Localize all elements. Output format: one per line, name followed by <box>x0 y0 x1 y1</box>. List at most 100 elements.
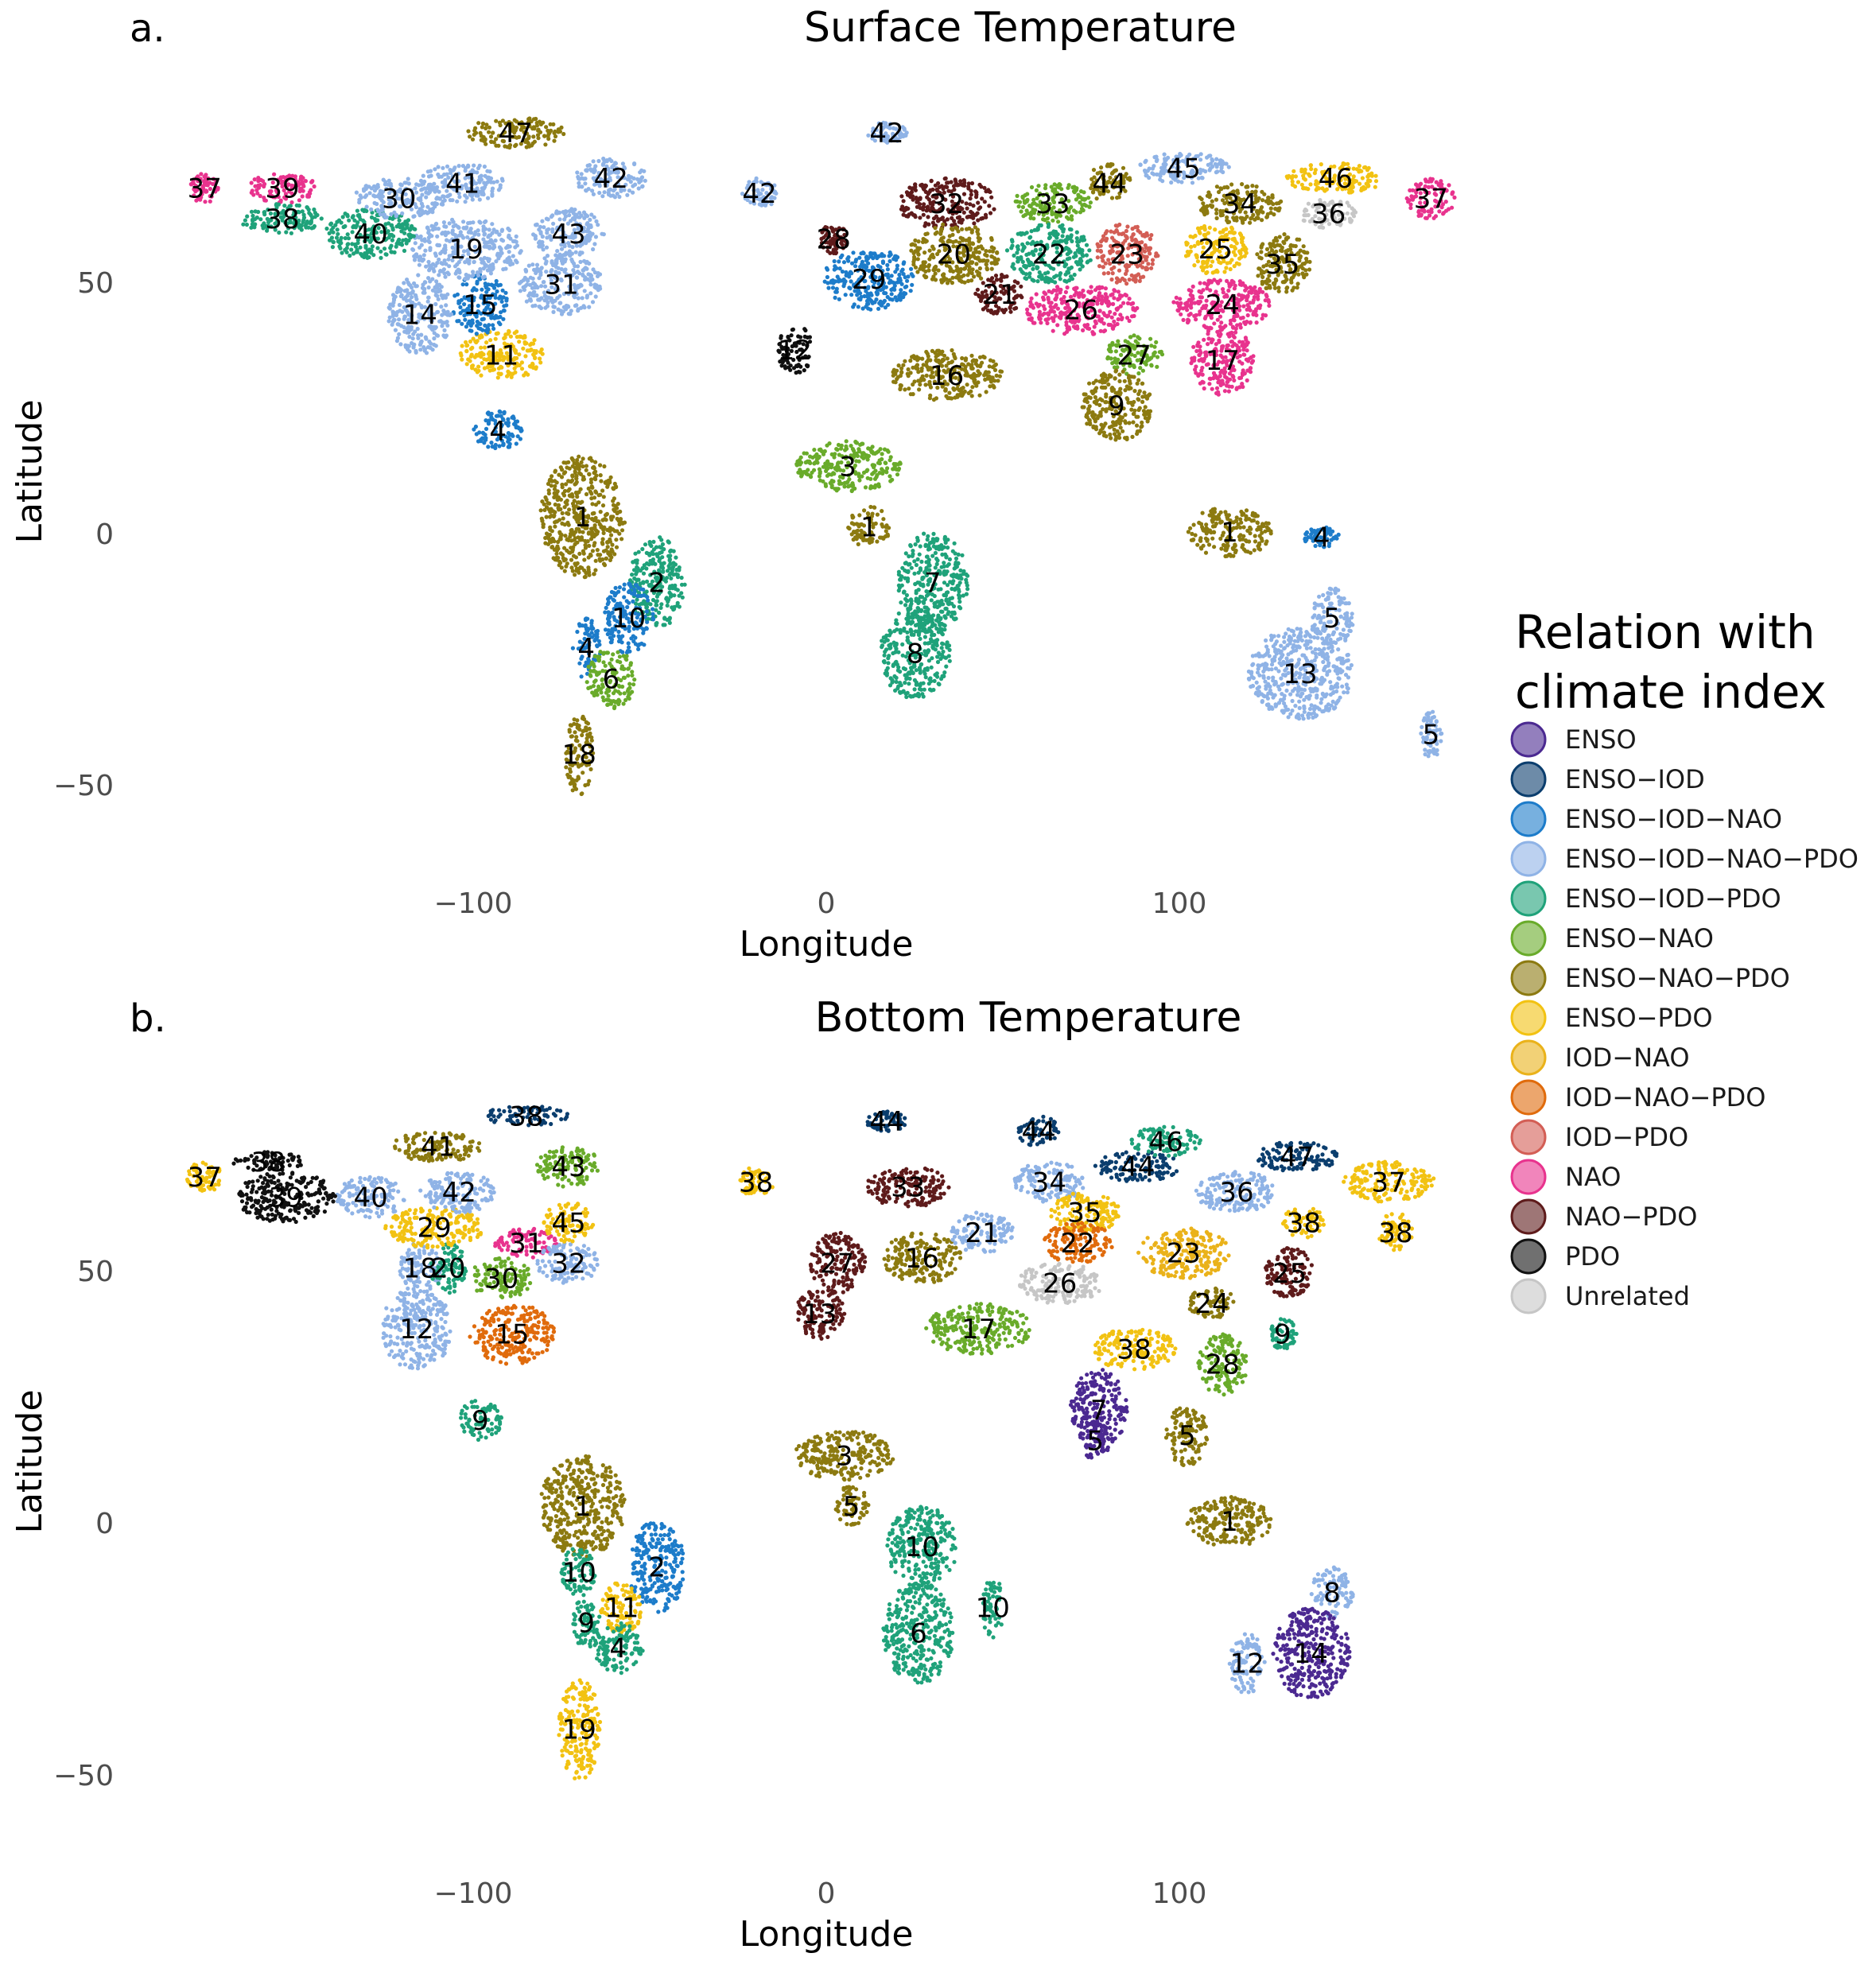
scatter-point <box>887 281 891 285</box>
scatter-point <box>444 303 449 308</box>
scatter-point <box>336 218 342 223</box>
scatter-point <box>525 278 530 282</box>
scatter-point <box>620 528 625 533</box>
scatter-point <box>522 373 526 378</box>
scatter-point <box>491 130 495 135</box>
scatter-point <box>360 208 365 212</box>
scatter-point <box>911 632 916 637</box>
scatter-point <box>458 305 463 309</box>
scatter-point <box>808 454 813 459</box>
scatter-point <box>928 614 934 619</box>
scatter-point <box>558 537 563 542</box>
scatter-point <box>507 445 512 449</box>
scatter-point <box>389 223 394 227</box>
scatter-point <box>534 293 539 298</box>
scatter-point <box>515 434 520 439</box>
scatter-point <box>557 518 562 522</box>
scatter-point <box>355 208 359 213</box>
scatter-point <box>420 187 425 192</box>
scatter-point <box>903 596 908 601</box>
scatter-point <box>389 243 394 248</box>
scatter-point <box>812 448 817 452</box>
scatter-point <box>593 558 598 563</box>
scatter-point <box>908 627 913 632</box>
scatter-point <box>595 628 600 634</box>
scatter-point <box>299 174 304 179</box>
scatter-point <box>608 552 613 557</box>
scatter-point <box>582 266 587 271</box>
scatter-point <box>593 235 599 239</box>
scatter-point <box>903 133 908 138</box>
scatter-point <box>954 556 959 561</box>
scatter-point <box>926 681 931 686</box>
scatter-point <box>880 254 884 258</box>
scatter-point <box>641 580 646 585</box>
scatter-point <box>533 282 538 287</box>
scatter-point <box>868 448 873 452</box>
scatter-point <box>581 464 585 469</box>
scatter-point <box>430 227 436 232</box>
scatter-point <box>570 569 575 573</box>
scatter-point <box>569 734 573 739</box>
scatter-point <box>406 177 410 181</box>
scatter-point <box>521 278 526 282</box>
scatter-point <box>540 219 545 223</box>
scatter-point <box>455 199 460 204</box>
scatter-point <box>402 248 407 253</box>
scatter-point <box>249 209 254 214</box>
scatter-point <box>437 196 442 201</box>
scatter-point <box>430 277 435 282</box>
scatter-point <box>546 481 551 487</box>
scatter-point <box>888 258 892 264</box>
scatter-point <box>581 177 586 181</box>
scatter-point <box>600 537 605 542</box>
scatter-point <box>570 646 576 650</box>
scatter-point <box>829 464 833 468</box>
scatter-point <box>626 641 631 646</box>
scatter-point <box>896 588 901 593</box>
scatter-point <box>643 178 647 183</box>
scatter-point <box>545 235 550 240</box>
scatter-point <box>476 121 481 126</box>
scatter-point <box>570 501 576 506</box>
scatter-point <box>487 169 492 174</box>
scatter-point <box>361 187 367 192</box>
scatter-point <box>533 234 538 239</box>
scatter-point <box>588 282 593 287</box>
scatter-point <box>561 516 565 521</box>
scatter-point <box>899 577 903 582</box>
scatter-point <box>546 542 551 546</box>
scatter-point <box>456 275 461 280</box>
scatter-point <box>898 291 903 296</box>
scatter-point <box>965 587 970 592</box>
scatter-point <box>852 530 856 534</box>
scatter-point <box>961 572 965 577</box>
scatter-point <box>885 666 890 670</box>
scatter-point <box>590 300 596 305</box>
scatter-point <box>580 184 585 189</box>
scatter-point <box>553 483 557 488</box>
scatter-point <box>639 593 644 598</box>
scatter-point <box>487 227 491 232</box>
scatter-point <box>903 603 908 608</box>
scatter-point <box>635 569 639 574</box>
scatter-point <box>514 234 519 239</box>
scatter-point <box>477 430 482 435</box>
scatter-point <box>595 693 600 697</box>
scatter-point <box>586 733 591 738</box>
scatter-point <box>667 617 672 622</box>
scatter-point <box>367 191 372 196</box>
scatter-point <box>584 468 588 472</box>
scatter-point <box>523 269 529 274</box>
scatter-point <box>393 328 398 332</box>
scatter-point <box>662 616 667 621</box>
scatter-point <box>507 250 511 254</box>
scatter-point <box>300 180 305 184</box>
scatter-point <box>896 583 901 588</box>
scatter-point <box>904 592 909 598</box>
scatter-point <box>855 522 860 526</box>
scatter-point <box>630 689 635 694</box>
scatter-point <box>536 297 541 302</box>
scatter-point <box>538 122 544 126</box>
scatter-point <box>487 268 492 273</box>
